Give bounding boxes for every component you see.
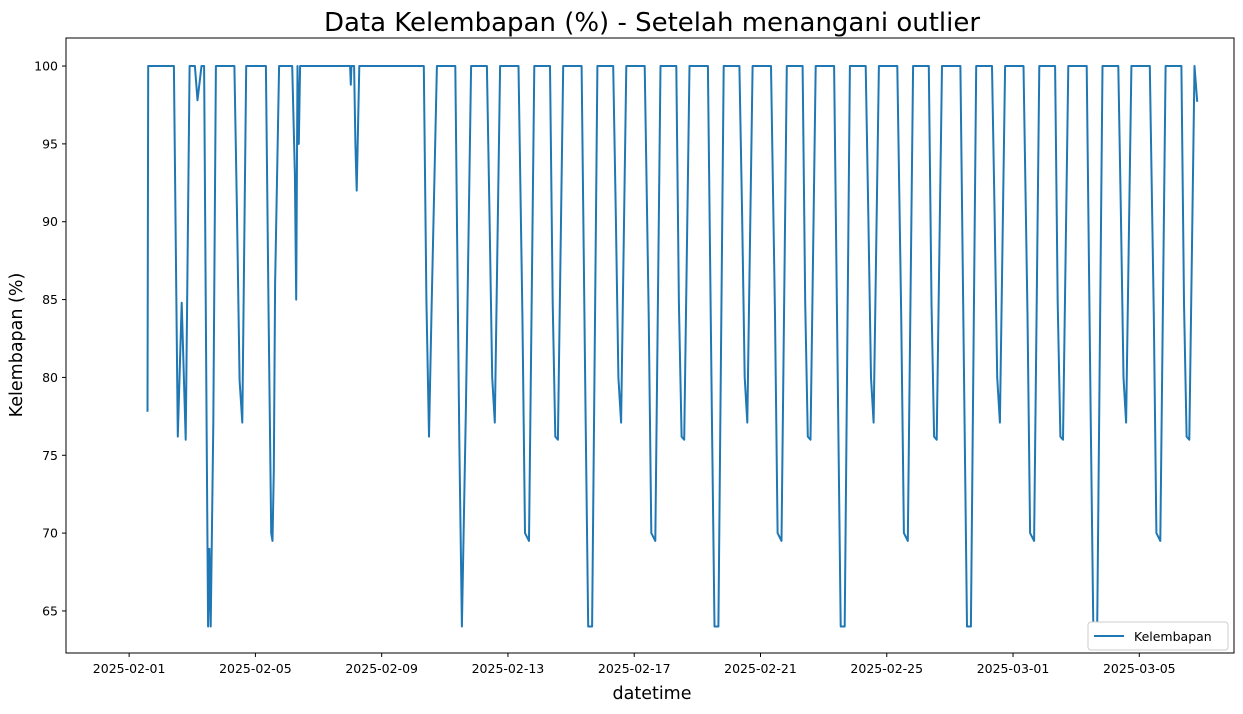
x-tick-label: 2025-02-17	[598, 661, 671, 676]
x-tick-label: 2025-02-01	[93, 661, 166, 676]
y-tick-label: 70	[42, 526, 58, 541]
chart-title: Data Kelembapan (%) - Setelah menangani …	[324, 8, 980, 38]
y-tick-label: 75	[42, 448, 58, 463]
legend-label-kelembapan: Kelembapan	[1134, 629, 1212, 644]
series-line-kelembapan	[146, 65, 1199, 628]
x-tick-label: 2025-02-25	[850, 661, 923, 676]
x-tick-label: 2025-02-13	[472, 661, 545, 676]
x-axis: 2025-02-01 2025-02-05 2025-02-09 2025-02-13…	[93, 653, 1176, 676]
plot-area	[65, 37, 1235, 654]
x-tick-label: 2025-03-05	[1103, 661, 1176, 676]
x-tick-label: 2025-02-09	[345, 661, 418, 676]
y-tick-label: 80	[42, 370, 58, 385]
x-axis-label: datetime	[613, 684, 692, 704]
y-tick-label: 95	[42, 136, 58, 151]
y-axis-label: Kelembapan (%)	[7, 273, 27, 418]
plot-frame	[65, 37, 1235, 654]
legend-box	[1087, 621, 1229, 651]
x-tick-label: 2025-02-05	[219, 661, 292, 676]
y-axis: 65 70 75 80 85 90 95 100	[34, 59, 66, 618]
y-tick-label: 85	[42, 292, 58, 307]
legend: Kelembapan	[1087, 621, 1229, 651]
y-tick-label: 100	[34, 59, 58, 74]
x-tick-label: 2025-02-21	[724, 661, 797, 676]
y-tick-label: 65	[42, 603, 58, 618]
x-tick-label: 2025-03-01	[977, 661, 1050, 676]
y-tick-label: 90	[42, 214, 58, 229]
